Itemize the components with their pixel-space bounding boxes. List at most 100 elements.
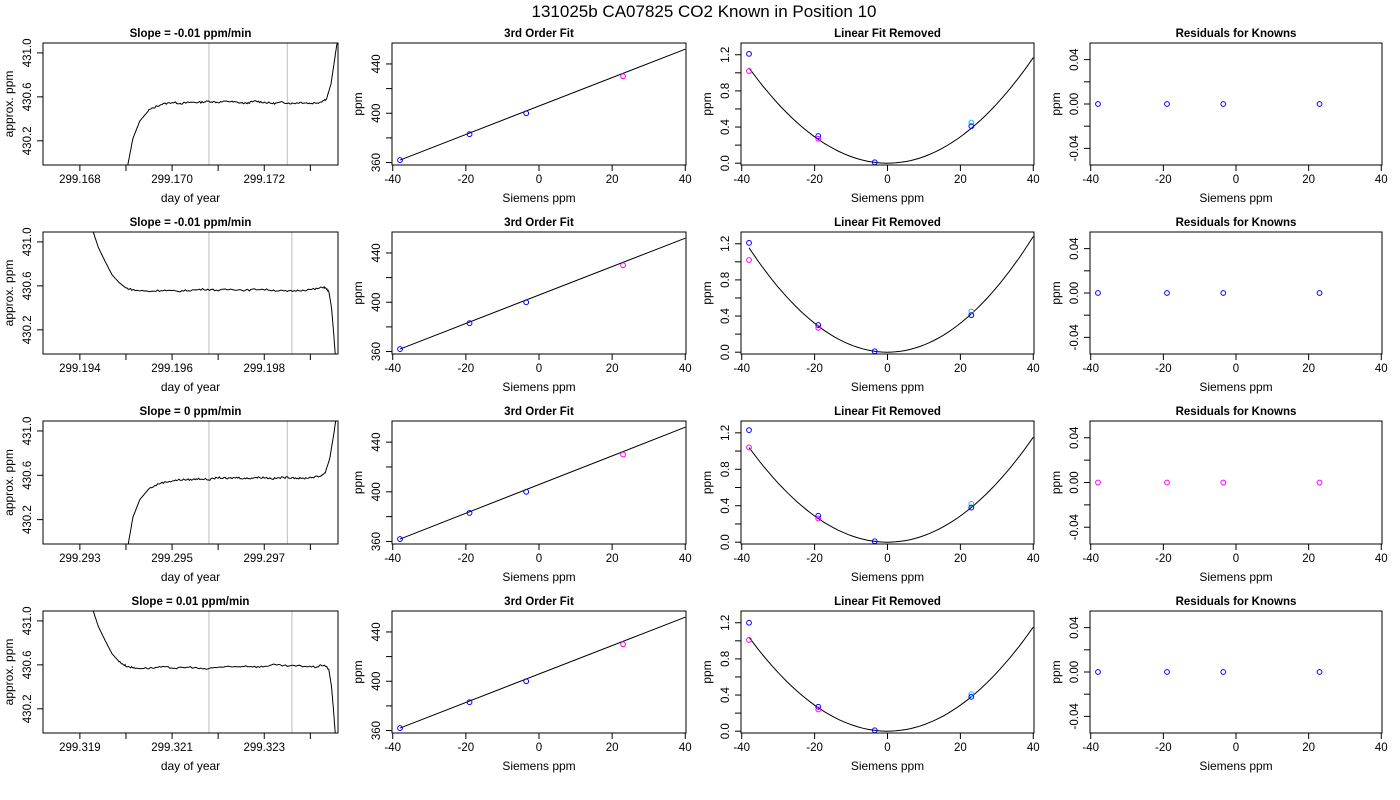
panel-3-4-title: Residuals for Knowns [1176,406,1297,418]
panel-1-3-xtick-label: 20 [954,174,967,186]
panel-4-4-xtick-label: -20 [1155,742,1172,754]
panel-2-3-xtick-label: -40 [733,363,750,375]
panel-1-4-xtick-label: 20 [1302,174,1315,186]
panel-2-2-xtick-label: 0 [536,363,542,375]
panel-1-2-xtick-label: 0 [536,174,542,186]
panel-1-3-plot-area [746,50,1034,165]
panel-3-2-title: 3rd Order Fit [504,406,574,418]
panel-3-1-ytick-label: 431.0 [22,417,34,446]
panel-4-2-xlabel: Siemens ppm [502,759,575,773]
panel-3-3-xtick-label: -20 [806,553,823,565]
panel-3-1-ytick-label: 430.6 [22,461,34,490]
panel-2-4-point [1095,290,1101,296]
panel-3-4-ylabel: ppm [1049,471,1063,494]
panel-4-3-ytick-label: 0.4 [720,686,732,703]
panel-4-2-frame [391,610,687,734]
panel-2-2-ytick-label: 360 [371,342,383,361]
panel-1-2-frame [391,42,687,166]
panel-3-3-xtick-label: 20 [954,553,967,565]
panel-4-1-title: Slope = 0.01 ppm/min [132,596,250,608]
panel-2-4-xtick-label: 40 [1375,363,1388,375]
panel-1-4-title: Residuals for Knowns [1176,28,1297,40]
panel-1-3-xtick-label: 40 [1027,174,1040,186]
panel-2-3-xlabel: Siemens ppm [851,380,924,394]
panel-1-3-xtick-label: -40 [733,174,750,186]
panel-3-3-point [746,444,752,451]
panel-3-4-ytick-label: 0.04 [1069,426,1081,449]
panel-3-3-xtick-label: 0 [884,553,890,565]
panel-4-2-xtick-label: -40 [384,742,401,754]
panel-2-1-xtick-label: 299.194 [59,363,101,375]
panel-2-3-ytick-label: 0.4 [720,307,732,324]
panel-1-3-point [815,135,822,142]
panel-3-2-xtick-label: -20 [458,553,475,565]
panel-3-2-fit-line [399,426,686,540]
panel-2-1-ytick-label: 430.6 [22,271,34,300]
panel-3-4-xlabel: Siemens ppm [1199,570,1272,584]
panel-3-4-frame [1089,420,1383,545]
panel-4-2-point [466,699,473,706]
panel-4-2-xtick-label: 40 [679,742,692,754]
panel-4-2-ytick-label: 360 [371,721,383,740]
panel-4-1-plot-area [92,611,336,733]
panel-2-4-ylabel: ppm [1049,281,1063,304]
panel-1-2-title: 3rd Order Fit [504,28,574,40]
panel-1-4-point [1095,101,1101,107]
panel-1-4-plot-area [1095,101,1323,107]
panel-2-4-xtick-label: 20 [1302,363,1315,375]
panel-4-2-xtick-label: -20 [458,742,475,754]
panel-2-2-point [620,262,627,269]
panel-4-3-point [968,691,975,698]
panel-3-3-ytick-label: 0.0 [720,534,732,550]
panel-1-3: Linear Fit Removed Siemens ppm ppm -40 -20 0 2… [700,28,1040,205]
panel-4-2-point [620,641,627,648]
panel-3-1-ylabel: approx. ppm [2,449,16,516]
panel-2-2-title: 3rd Order Fit [504,217,574,229]
panel-3-2-ytick-label: 360 [371,532,383,551]
panel-4-1-ytick-label: 430.2 [22,694,34,723]
panel-3-4-xtick-label: -40 [1082,553,1099,565]
panel-2-1-xtick-label: 299.196 [151,363,193,375]
panel-2-2-ytick-label: 440 [371,243,383,262]
panel-2-3-xtick-label: -20 [806,363,823,375]
panel-3-2-xtick-label: -40 [384,553,401,565]
panel-2-3-fit-curve [748,236,1034,353]
panel-1-3-xtick-label: -20 [806,174,823,186]
panel-3-3-point [968,501,975,507]
panel-1-2-plot-area [397,48,686,163]
panel-4-1-frame [42,610,339,734]
panel-2-2-ytick-label: 400 [371,293,383,312]
panel-4-3-point [746,637,752,643]
panel-3-1-plot-area [127,421,337,544]
panel-3-3-plot-area [746,427,1034,544]
panel-2-3-ytick-label: 0.8 [720,272,732,288]
panel-1-1-ytick-label: 430.2 [22,126,34,155]
panel-4-4-xlabel: Siemens ppm [1199,759,1272,773]
figure-title: 131025b CA07825 CO2 Known in Position 10 [532,2,877,21]
panel-4-4-ylabel: ppm [1049,660,1063,683]
panel-4-3-point [815,706,822,713]
panel-2-4-frame [1089,231,1383,355]
panel-3-2-xlabel: Siemens ppm [502,570,575,584]
panel-3-3-ylabel: ppm [700,471,714,494]
panel-4-4-ytick-label: 0.04 [1069,616,1081,639]
panel-1-1: Slope = -0.01 ppm/min day of year approx. … [2,28,339,205]
panel-4-4-xtick-label: -40 [1082,742,1099,754]
panel-2-2-xtick-label: 20 [606,363,619,375]
panel-1-4-frame [1089,42,1383,166]
panel-4-3-point [746,619,752,626]
panel-1-2-ytick-label: 440 [371,54,383,73]
panel-2-3-point [746,239,752,246]
panel-3-1-frame [42,420,339,545]
panel-2-4-xtick-label: -40 [1082,363,1099,375]
panel-1-4-point [1316,101,1323,107]
panel-4-3-xtick-label: -40 [733,742,750,754]
panel-3-4-xtick-label: 40 [1375,553,1388,565]
panel-3-3-fit-curve [748,436,1034,543]
panel-4-3-fit-curve [748,626,1034,732]
panel-4-1-series-line [92,611,336,733]
panel-2-1: Slope = -0.01 ppm/min day of year approx. … [2,217,339,394]
panel-2-4-point [1316,290,1323,296]
panel-4-2: 3rd Order Fit Siemens ppm ppm -40 -20 0 20 40 36… [351,596,692,773]
panel-4-3-xtick-label: 20 [954,742,967,754]
